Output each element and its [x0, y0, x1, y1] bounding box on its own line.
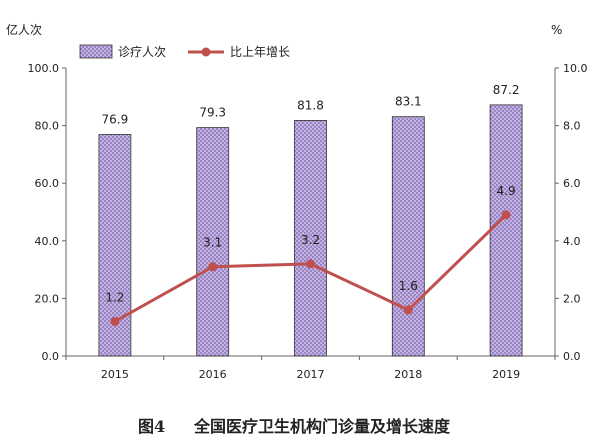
- x-tick-label: 2016: [199, 368, 227, 381]
- bars: 76.9 79.3 81.8 83.1 87.2: [98, 83, 523, 357]
- left-tick-label: 40.0: [35, 235, 60, 248]
- right-tick-label: 0.0: [563, 350, 581, 363]
- right-tick-label: 4.0: [563, 235, 581, 248]
- growth-point: [306, 259, 315, 269]
- growth-data-label: 4.9: [497, 184, 516, 198]
- x-tick-label: 2019: [492, 368, 520, 381]
- bar: [489, 104, 523, 357]
- right-tick-label: 6.0: [563, 177, 581, 190]
- growth-data-label: 1.2: [105, 290, 124, 304]
- bar: [196, 127, 230, 357]
- growth-point: [403, 305, 413, 315]
- right-tick-label: 8.0: [563, 120, 581, 133]
- growth-point: [208, 262, 218, 272]
- growth-data-label: 1.6: [399, 279, 418, 293]
- right-tick-label: 10.0: [563, 62, 588, 75]
- bar-data-label: 83.1: [395, 95, 422, 109]
- left-tick-label: 60.0: [35, 177, 60, 190]
- legend-line-label: 比上年增长: [230, 45, 290, 59]
- left-tick-label: 100.0: [28, 62, 60, 75]
- legend-line-marker: [201, 47, 211, 57]
- legend-bar-swatch: [79, 44, 113, 59]
- bar-data-label: 79.3: [199, 106, 226, 120]
- bar-data-label: 81.8: [297, 98, 324, 112]
- legend-bar-label: 诊疗人次: [118, 45, 166, 59]
- growth-point: [110, 316, 120, 326]
- growth-data-label: 3.2: [301, 233, 320, 247]
- caption-title: 全国医疗卫生机构门诊量及增长速度: [193, 417, 451, 436]
- right-axis-unit: %: [551, 23, 562, 37]
- legend: 诊疗人次 比上年增长: [79, 44, 290, 59]
- bar: [294, 120, 327, 357]
- axes: 0.0 20.0 40.0 60.0 80.0 100.0 0.0 2.0 4.0 6.0 8.0 1…: [28, 62, 588, 381]
- left-axis-unit: 亿人次: [6, 22, 42, 37]
- left-tick-label: 80.0: [35, 120, 60, 133]
- growth-data-label: 3.1: [203, 236, 222, 250]
- x-tick-label: 2015: [101, 368, 129, 381]
- growth-point: [501, 210, 511, 220]
- bar-data-label: 76.9: [102, 113, 129, 127]
- left-tick-label: 0.0: [42, 350, 60, 363]
- left-tick-label: 20.0: [35, 292, 60, 305]
- caption-number: 图4: [138, 417, 165, 436]
- x-tick-label: 2018: [394, 368, 422, 381]
- right-tick-label: 2.0: [563, 292, 581, 305]
- bar: [391, 116, 425, 357]
- x-tick-label: 2017: [297, 368, 325, 381]
- line-series: 1.2 3.1 3.2 1.6 4.9: [105, 184, 516, 326]
- bar-data-label: 87.2: [493, 83, 520, 97]
